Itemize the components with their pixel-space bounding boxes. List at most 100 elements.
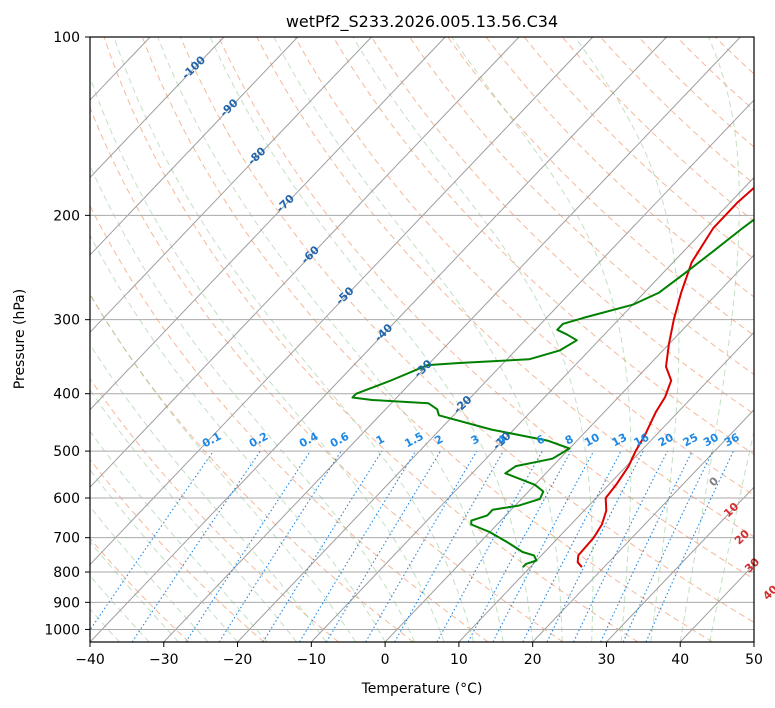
moist-adiabat (90, 388, 297, 642)
mixing-ratio-label: 16 (632, 431, 652, 450)
moist-adiabat (352, 37, 594, 642)
isotherm-line (90, 37, 594, 566)
isotherm-line (458, 331, 754, 642)
moist-adiabat (90, 234, 386, 642)
moist-adiabat (90, 469, 238, 642)
dewpoint-profile (351, 218, 754, 568)
y-tick-label: 400 (53, 387, 80, 403)
x-axis-ticks: −40 −30 −20 −10 0 10 20 30 40 50 (75, 642, 763, 668)
isotherm-line (90, 37, 299, 256)
temperature-profile (576, 186, 754, 568)
x-tick-label: 0 (381, 652, 390, 668)
isotherm-line (163, 37, 741, 642)
dry-adiabat (141, 37, 713, 642)
moist-adiabat (209, 37, 534, 642)
y-axis-label: Pressure (hPa) (12, 289, 28, 389)
mixing-ratio-label: 25 (681, 431, 701, 450)
dry-adiabat (103, 37, 639, 642)
x-tick-label: 20 (524, 652, 542, 668)
dry-adiabat (638, 37, 754, 148)
dry-adiabat (90, 458, 265, 642)
isotherm-line (753, 641, 754, 642)
isotherm-line (384, 254, 754, 642)
mixing-ratio-line (645, 450, 734, 642)
moist-adiabat (679, 37, 740, 642)
y-tick-label: 1000 (44, 622, 80, 638)
mixing-ratio-line (299, 450, 417, 642)
x-axis-label: Temperature (°C) (361, 681, 483, 697)
dry-adiabat (752, 37, 754, 39)
isotherm-line (310, 176, 754, 642)
dry-adiabat (294, 37, 754, 496)
mixing-ratio-label: 20 (656, 431, 676, 450)
y-tick-label: 200 (53, 208, 80, 224)
dry-adiabat (218, 37, 754, 580)
mixing-ratio-label: 13 (610, 431, 630, 450)
moist-adiabat (157, 37, 504, 642)
moist-adiabat (90, 430, 268, 642)
mixing-ratio-line (573, 450, 668, 642)
skewed-isotherms (0, 37, 754, 642)
isotherm-line (237, 99, 754, 642)
y-tick-label: 100 (53, 30, 80, 46)
mixing-ratio-label: 30 (701, 431, 721, 450)
sounding-profiles (351, 186, 754, 568)
x-tick-label: −20 (223, 652, 253, 668)
mixing-ratio-lines (90, 450, 734, 642)
mixing-ratio-line (622, 450, 714, 642)
isotherm-line (90, 37, 225, 179)
isotherm-line (90, 37, 372, 334)
moist-adiabat (90, 505, 209, 642)
moist-adiabat (574, 37, 680, 642)
mixing-ratio-line (325, 450, 441, 642)
y-tick-label: 700 (53, 531, 80, 547)
isotherm-line (606, 486, 754, 642)
dry-adiabat (409, 37, 754, 376)
x-tick-label: −40 (75, 652, 105, 668)
x-tick-label: −30 (149, 652, 179, 668)
plot-frame (89, 36, 755, 643)
mixing-ratio-label: 10 (582, 431, 602, 450)
dry-adiabat (600, 37, 754, 185)
mixing-ratio-line (262, 450, 383, 642)
moist-adiabat (113, 37, 475, 642)
isotherm-line (532, 409, 754, 642)
mixing-ratio-line (600, 450, 693, 642)
dry-adiabat (485, 37, 754, 298)
isotherm-line (0, 37, 3, 642)
mixing-ratio-line (436, 450, 543, 642)
isotherm-line (90, 37, 520, 488)
dry-adiabat (180, 37, 754, 623)
plot-background (90, 37, 754, 642)
mixing-ratio-line (365, 450, 478, 642)
x-tick-label: 40 (671, 652, 689, 668)
isotherm-line (90, 37, 667, 642)
x-tick-label: 10 (450, 652, 468, 668)
moist-adiabat-label: 40 (760, 582, 775, 602)
mixing-ratio-line (218, 450, 342, 642)
dry-adiabat (90, 377, 339, 642)
y-tick-label: 900 (53, 595, 80, 611)
x-tick-label: 50 (745, 652, 763, 668)
y-tick-label: 300 (53, 313, 80, 329)
mixing-ratio-line (394, 450, 504, 642)
isotherm-line (90, 37, 446, 411)
dry-adiabat (370, 37, 754, 415)
plot-area (0, 37, 754, 642)
mixing-ratio-label: 36 (722, 431, 742, 450)
y-tick-label: 500 (53, 444, 80, 460)
chart-title: wetPf2_S233.2026.005.13.56.C34 (286, 12, 558, 32)
dry-adiabat (523, 37, 754, 260)
x-tick-label: −10 (297, 652, 327, 668)
moist-adiabat (709, 428, 754, 642)
moist-adiabat (90, 292, 357, 642)
mixing-ratio-line (467, 450, 572, 642)
x-tick-label: 30 (598, 652, 616, 668)
moist-adiabat (90, 75, 445, 642)
y-tick-label: 600 (53, 491, 80, 507)
y-tick-label: 800 (53, 565, 80, 581)
y-axis-ticks: 100 200 300 400 500 600 700 800 900 1000 (44, 30, 90, 638)
dry-adiabat (90, 106, 564, 642)
mixing-ratio-line (90, 450, 214, 631)
